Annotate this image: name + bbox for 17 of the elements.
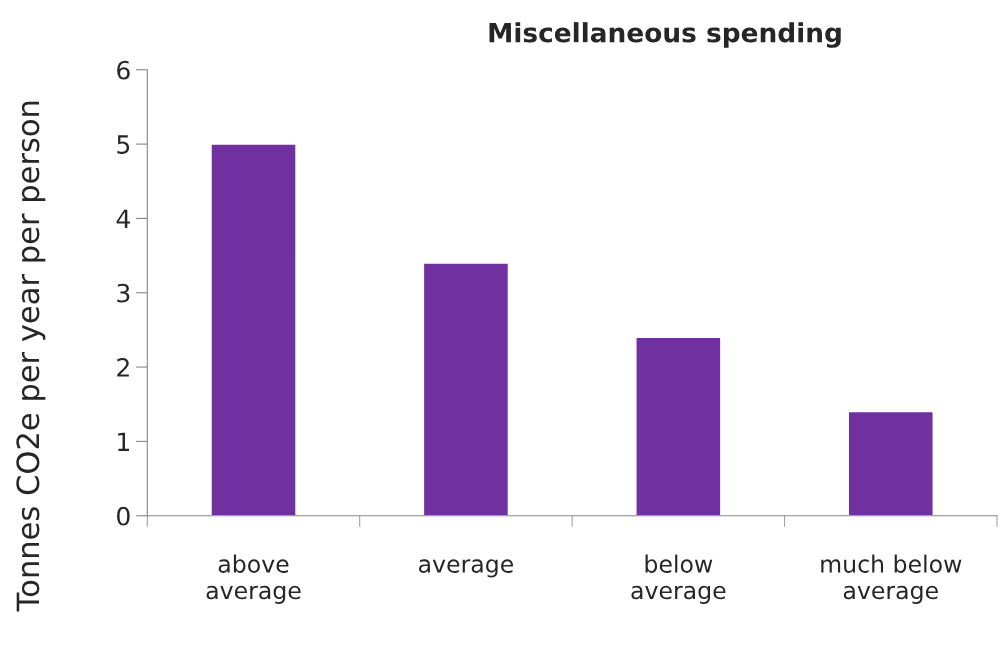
chart-title: Miscellaneous spending	[489, 22, 841, 48]
bar	[635, 336, 722, 516]
x-tick-label: above average	[206, 554, 301, 604]
y-tick-label: 0	[117, 506, 130, 526]
x-tick-label: average	[419, 559, 513, 578]
y-tick-label: 1	[118, 432, 130, 451]
bar	[847, 410, 934, 516]
bar	[210, 143, 297, 516]
y-axis-title: Tonnes CO2e per year per person	[16, 101, 46, 612]
y-tick-label: 2	[117, 358, 129, 377]
x-tick-label: much below average	[821, 554, 962, 604]
y-tick-label: 3	[117, 283, 130, 303]
y-tick-label: 4	[116, 209, 130, 228]
y-tick-label: 6	[117, 60, 130, 80]
bar	[422, 262, 510, 516]
x-tick-label: below average	[631, 554, 726, 604]
y-tick-label: 5	[117, 135, 130, 154]
